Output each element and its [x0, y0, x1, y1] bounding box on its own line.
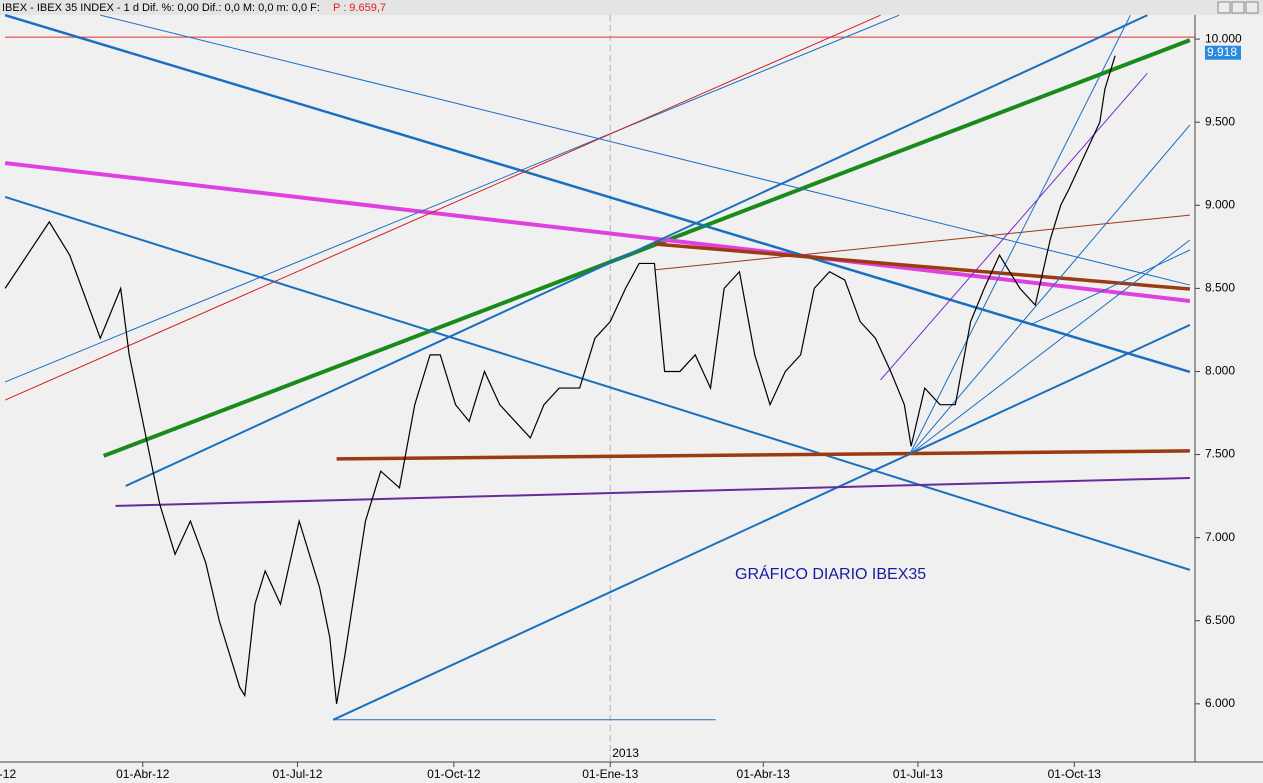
annotation: GRÁFICO DIARIO IBEX35 [735, 564, 926, 583]
maximize-button[interactable] [1231, 1, 1245, 14]
trendline [909, 239, 1191, 456]
y-tick-label: 6.500 [1205, 613, 1235, 627]
trendline [880, 72, 1148, 381]
y-tick-label: 8.000 [1205, 364, 1235, 378]
x-tick-label: 01-Oct-12 [427, 767, 481, 781]
trendline [4, 13, 1191, 374]
y-tick-label: 8.500 [1205, 281, 1235, 295]
trendline [336, 449, 1190, 461]
trendline [654, 214, 1190, 271]
x-tick-label: 01-Jul-13 [893, 767, 943, 781]
x-tick-label: 01-Oct-13 [1048, 767, 1102, 781]
x-tick-label: 01-Abr-12 [116, 767, 170, 781]
trendline [332, 324, 1191, 721]
trendline [125, 14, 1148, 487]
last-value-label: 9.918 [1207, 45, 1237, 59]
header-bar [0, 0, 1263, 15]
trendline [4, 14, 881, 401]
trendline [908, 14, 1131, 456]
last-value-box [1205, 45, 1241, 60]
window-buttons [1217, 1, 1259, 14]
price-line [4, 55, 1116, 704]
trendline [4, 14, 900, 383]
y-tick-label: 7.000 [1205, 530, 1235, 544]
close-button[interactable] [1245, 1, 1259, 14]
trendline [654, 242, 1191, 291]
y-tick-label: 9.000 [1205, 197, 1235, 211]
y-tick-label: 7.500 [1205, 447, 1235, 461]
header-price: P : 9.659,7 [333, 2, 386, 14]
minimize-button[interactable] [1217, 1, 1231, 14]
y-tick-label: 10.000 [1205, 31, 1242, 45]
year-label: 2013 [612, 746, 639, 760]
trendline [100, 14, 1191, 286]
trendline [102, 38, 1191, 458]
x-tick-label: 01-Ene-13 [582, 767, 638, 781]
x-tick-label: 01-Ene-12 [0, 767, 16, 781]
y-tick-label: 6.000 [1205, 696, 1235, 710]
trendline [4, 196, 1191, 571]
x-tick-label: 01-Jul-12 [272, 767, 322, 781]
trendline [1029, 249, 1191, 326]
header-text: IBEX - IBEX 35 INDEX - 1 d Dif. %: 0,00 … [2, 2, 320, 14]
y-tick-label: 9.500 [1205, 114, 1235, 128]
trendline [115, 476, 1190, 507]
trendline [4, 161, 1191, 303]
x-tick-label: 01-Abr-13 [737, 767, 791, 781]
